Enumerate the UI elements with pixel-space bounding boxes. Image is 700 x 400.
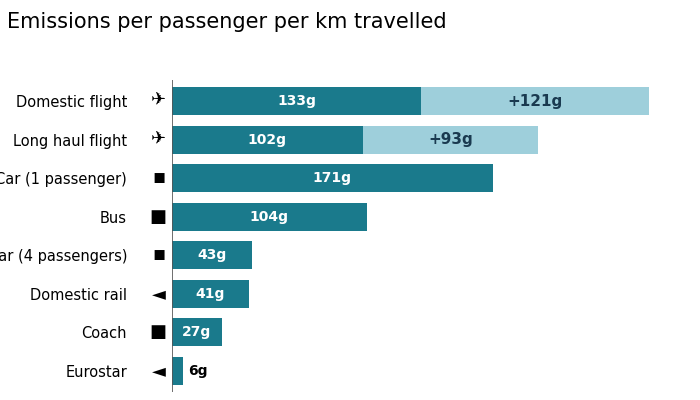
Bar [172,164,493,192]
Text: ◾: ◾ [153,246,166,264]
Text: 102g: 102g [248,133,287,147]
Text: +93g: +93g [428,132,473,147]
Bar [172,241,252,269]
Bar [172,87,421,115]
Text: 6g: 6g [188,364,208,378]
Bar [172,357,183,385]
Text: 41g: 41g [195,287,225,301]
Text: ■: ■ [149,323,166,341]
Text: 133g: 133g [277,94,316,108]
Bar [172,203,367,231]
Bar [421,87,649,115]
Bar [172,318,223,346]
Text: 27g: 27g [182,325,211,339]
Bar [172,280,248,308]
Text: ◾: ◾ [153,169,166,187]
Text: Emissions per passenger per km travelled: Emissions per passenger per km travelled [7,12,447,32]
Text: 171g: 171g [313,171,351,185]
Bar [363,126,538,154]
Text: ◄: ◄ [152,285,166,303]
Text: 104g: 104g [250,210,288,224]
Bar [172,126,363,154]
Text: ◄: ◄ [152,362,166,380]
Text: 43g: 43g [197,248,227,262]
Text: ✈: ✈ [150,92,166,110]
Text: ✈: ✈ [150,131,166,149]
Text: ■: ■ [149,208,166,226]
Text: +121g: +121g [508,94,563,109]
